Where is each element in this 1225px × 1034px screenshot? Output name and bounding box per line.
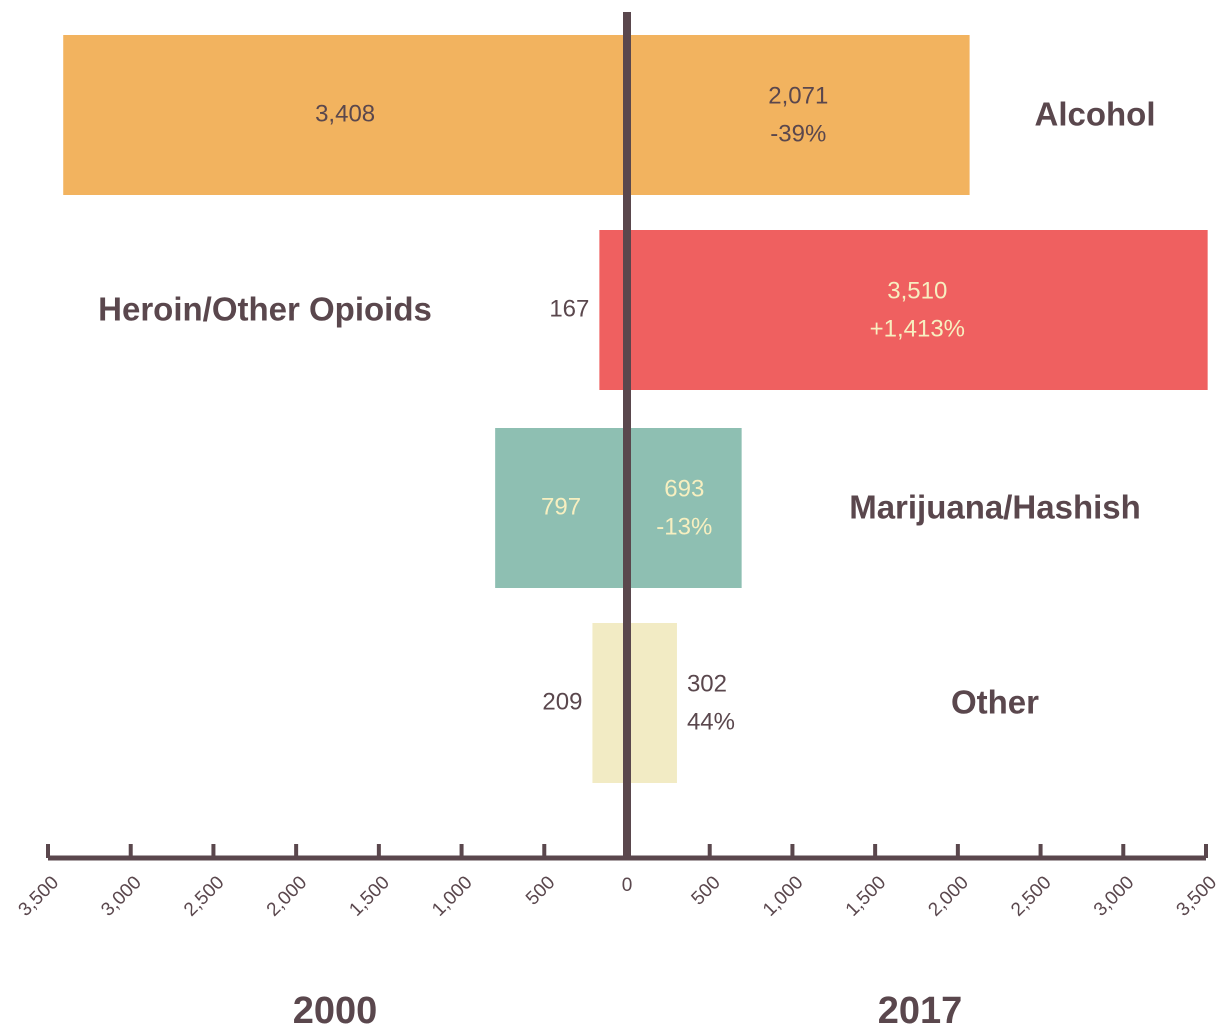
category-label: Alcohol bbox=[1035, 96, 1156, 133]
x-tick-label: 1,500 bbox=[345, 872, 393, 920]
x-tick-label: 3,000 bbox=[97, 872, 145, 920]
data-label: 693 bbox=[664, 475, 704, 502]
bar bbox=[599, 230, 627, 390]
bar bbox=[627, 230, 1208, 390]
x-tick-label: 500 bbox=[688, 872, 725, 909]
bar bbox=[592, 623, 627, 783]
axis-title: 2017 bbox=[878, 990, 963, 1032]
category-label: Heroin/Other Opioids bbox=[98, 291, 432, 328]
x-tick-label: 3,500 bbox=[15, 872, 63, 920]
bar bbox=[63, 35, 628, 195]
bar bbox=[627, 35, 970, 195]
change-label: 44% bbox=[687, 708, 735, 735]
x-tick-label: 3,000 bbox=[1090, 872, 1138, 920]
bar bbox=[627, 623, 677, 783]
change-label: -39% bbox=[770, 120, 826, 147]
bar bbox=[627, 428, 742, 588]
data-label: 167 bbox=[549, 295, 589, 322]
x-tick-label: 1,000 bbox=[428, 872, 476, 920]
category-label: Marijuana/Hashish bbox=[849, 489, 1141, 526]
change-label: +1,413% bbox=[870, 315, 965, 342]
x-tick-label: 0 bbox=[622, 875, 633, 896]
x-tick-label: 2,500 bbox=[1007, 872, 1055, 920]
change-label: -13% bbox=[656, 513, 712, 540]
x-tick-label: 2,000 bbox=[263, 872, 311, 920]
axis-title: 2000 bbox=[293, 990, 378, 1032]
bar bbox=[495, 428, 627, 588]
x-tick-label: 1,500 bbox=[842, 872, 890, 920]
data-label: 2,071 bbox=[768, 82, 828, 109]
x-tick-label: 3,500 bbox=[1173, 872, 1221, 920]
x-tick-label: 2,000 bbox=[924, 872, 972, 920]
category-label: Other bbox=[951, 684, 1039, 721]
data-label: 3,408 bbox=[315, 100, 375, 127]
x-tick-label: 1,000 bbox=[759, 872, 807, 920]
data-label: 302 bbox=[687, 670, 727, 697]
data-label: 209 bbox=[542, 688, 582, 715]
data-label: 797 bbox=[541, 493, 581, 520]
data-label: 3,510 bbox=[887, 277, 947, 304]
x-tick-label: 500 bbox=[522, 872, 559, 909]
x-tick-label: 2,500 bbox=[180, 872, 228, 920]
